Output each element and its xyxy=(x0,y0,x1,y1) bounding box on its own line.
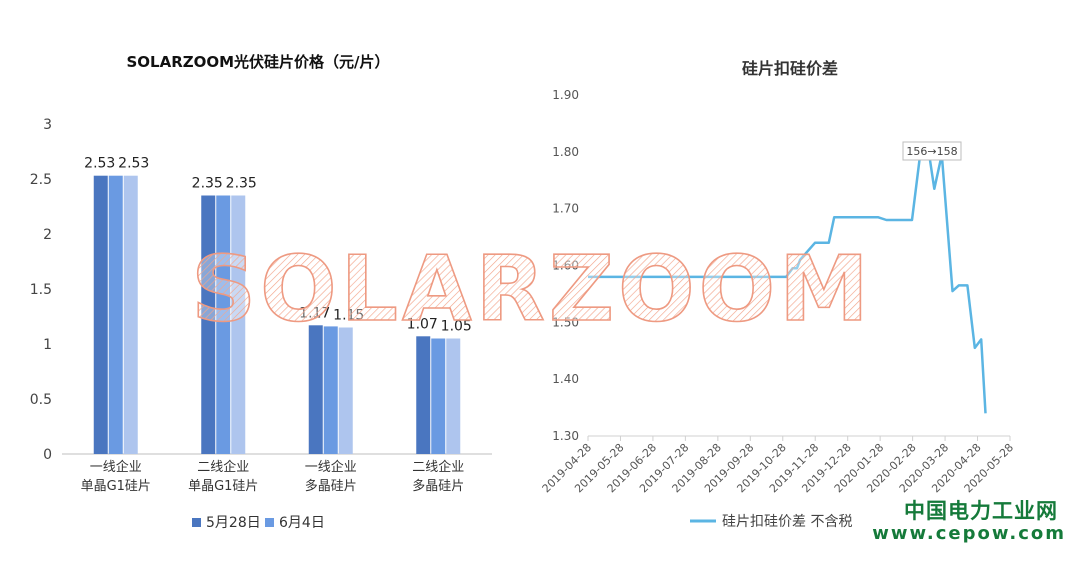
bar-category-label: 多晶硅片 xyxy=(305,478,357,494)
bar xyxy=(446,338,461,454)
bar xyxy=(338,327,353,454)
site-name-watermark: 中国电力工业网 xyxy=(904,499,1058,523)
bar xyxy=(416,336,431,454)
bar xyxy=(431,338,446,454)
bar-category-label: 单晶G1硅片 xyxy=(188,479,258,494)
line-y-tick-label: 1.50 xyxy=(552,315,579,329)
line-y-tick-label: 1.40 xyxy=(552,372,579,386)
bar-category-label: 二线企业 xyxy=(412,459,464,475)
line-y-tick-label: 1.30 xyxy=(552,429,579,443)
bar xyxy=(108,175,123,454)
line-chart-y-ticks: 1.30 1.40 1.50 1.60 1.70 1.80 1.90 xyxy=(552,88,579,443)
legend-label: 5月28日 xyxy=(206,515,261,531)
bar-data-label: 1.15 xyxy=(333,308,364,324)
bar-chart-bars xyxy=(93,175,461,454)
line-chart-annotation: 156→158 xyxy=(902,141,962,161)
bar xyxy=(123,175,138,454)
bar-y-tick-label: 2.5 xyxy=(30,172,52,188)
bar-y-tick-label: 3 xyxy=(43,117,52,133)
line-chart-legend: 硅片扣硅价差 不含税 xyxy=(690,514,852,530)
bar-chart-data-labels: 2.53 2.53 2.35 2.35 1.17 1.15 1.07 1.05 xyxy=(84,156,472,335)
legend-label: 6月4日 xyxy=(279,515,325,531)
bar-data-label: 2.35 xyxy=(192,176,223,192)
line-chart-title: 硅片扣硅价差 xyxy=(742,59,838,78)
bar-chart-y-ticks: 0 0.5 1 1.5 2 2.5 3 xyxy=(30,117,52,463)
line-y-tick-label: 1.90 xyxy=(552,88,579,102)
bar-y-tick-label: 0.5 xyxy=(30,392,52,408)
solarzoom-watermark: SOLARZOOM xyxy=(191,237,872,342)
price-bar-chart: SOLARZOOM光伏硅片价格（元/片） 00.511.522.53 2.53 2… xyxy=(30,53,492,531)
legend-swatch xyxy=(265,518,274,527)
bar xyxy=(308,325,323,454)
bar-data-label: 2.53 xyxy=(84,156,115,172)
bar-y-tick-label: 1 xyxy=(43,337,52,353)
bar-category-label: 一线企业 xyxy=(90,459,142,475)
bar-y-tick-label: 1.5 xyxy=(30,282,52,298)
bar xyxy=(323,326,338,454)
bar xyxy=(216,195,231,454)
line-y-tick-label: 1.60 xyxy=(552,259,579,273)
line-y-tick-label: 1.70 xyxy=(552,202,579,216)
bar-category-label: 单晶G1硅片 xyxy=(81,479,151,494)
bar-category-label: 多晶硅片 xyxy=(412,478,464,494)
bar xyxy=(231,195,246,454)
line-chart-series-line xyxy=(588,144,987,414)
bar-data-label: 1.17 xyxy=(299,305,330,321)
site-url-watermark: www.cepow.com xyxy=(872,523,1066,544)
line-chart-x-ticks: 2019-04-282019-05-282019-06-282019-07-28… xyxy=(540,436,1016,495)
bar-category-label: 二线企业 xyxy=(197,459,249,475)
bar-data-label: 1.05 xyxy=(441,319,472,335)
bar-chart-title: SOLARZOOM光伏硅片价格（元/片） xyxy=(126,53,389,71)
bar-y-tick-label: 0 xyxy=(43,447,52,463)
line-legend-label: 硅片扣硅价差 不含税 xyxy=(722,514,852,530)
bar-y-tick-label: 2 xyxy=(43,227,52,243)
annotation-label: 156→158 xyxy=(906,145,957,158)
line-y-tick-label: 1.80 xyxy=(552,145,579,159)
bar-chart-legend: 5月28日 6月4日 xyxy=(192,515,325,531)
bar xyxy=(201,195,216,454)
legend-swatch xyxy=(192,518,201,527)
bar-data-label: 2.35 xyxy=(226,176,257,192)
bar-category-label: 一线企业 xyxy=(305,459,357,475)
bar-data-label: 2.53 xyxy=(118,156,149,172)
bar xyxy=(93,175,108,454)
annotation-box xyxy=(902,141,962,161)
bar-data-label: 1.07 xyxy=(407,316,438,332)
